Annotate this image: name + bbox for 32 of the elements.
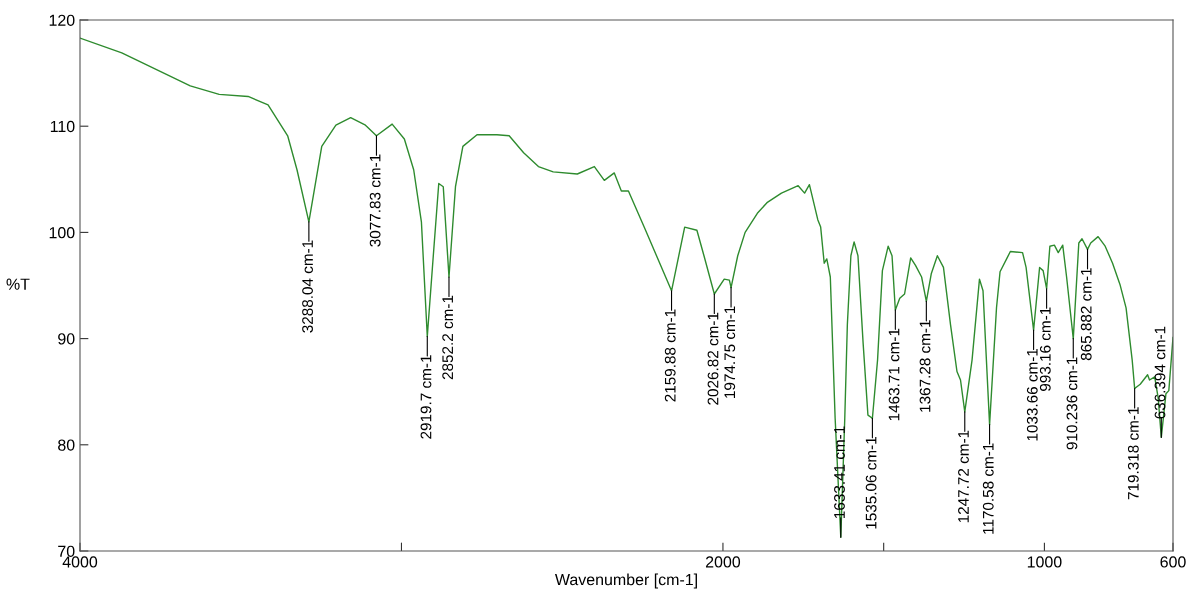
annotation: 2026.82 cm-1 [707, 312, 719, 405]
annotation: 1974.75 cm-1 [724, 306, 736, 398]
annotation: 1170.58 cm-1 [982, 443, 994, 534]
y-tick-label: 120 [49, 14, 75, 26]
line-series [80, 37, 1173, 538]
annotation: 865.882 cm-1 [1080, 268, 1092, 361]
y-tick-label: 70 [58, 545, 75, 557]
annotation: 1463.71 cm-1 [888, 328, 900, 421]
y-tick-label: 80 [58, 439, 75, 451]
annotation: 636.394 cm-1 [1154, 326, 1166, 419]
x-axis-title: Wavenumber [cm-1] [554, 573, 697, 589]
y-tick-label: 90 [58, 333, 75, 345]
annotation: 1247.72 cm-1 [958, 430, 969, 523]
x-tick-label: 2000 [705, 556, 741, 568]
y-tick-label: 100 [49, 227, 75, 239]
annotation: 2919.7 cm-1 [420, 355, 432, 439]
x-tick-label: 600 [1160, 556, 1186, 568]
annotation: 993.16 cm-1 [1039, 307, 1051, 391]
annotation: 719.318 cm-1 [1127, 407, 1139, 500]
x-tick-label: 1000 [1027, 556, 1062, 568]
y-tick-label: 110 [50, 120, 75, 133]
x-tick-label: 4000 [62, 556, 98, 568]
annotation: 1033.66 cm-1 [1026, 348, 1038, 441]
y-axis-title: %T [6, 278, 30, 290]
annotation: 2159.88 cm-1 [664, 309, 676, 402]
annotation: 910.236 cm-1 [1066, 357, 1078, 450]
annotation: 1535.06 cm-1 [865, 437, 877, 529]
annotation: 3077.83 cm-1 [369, 154, 381, 247]
annotation: 2852.2 cm-1 [442, 295, 454, 380]
annotation: 1633.41 cm-1 [834, 426, 845, 518]
annotation: 3288.04 cm-1 [302, 240, 313, 333]
annotation: 1367.28 cm-1 [919, 320, 931, 412]
